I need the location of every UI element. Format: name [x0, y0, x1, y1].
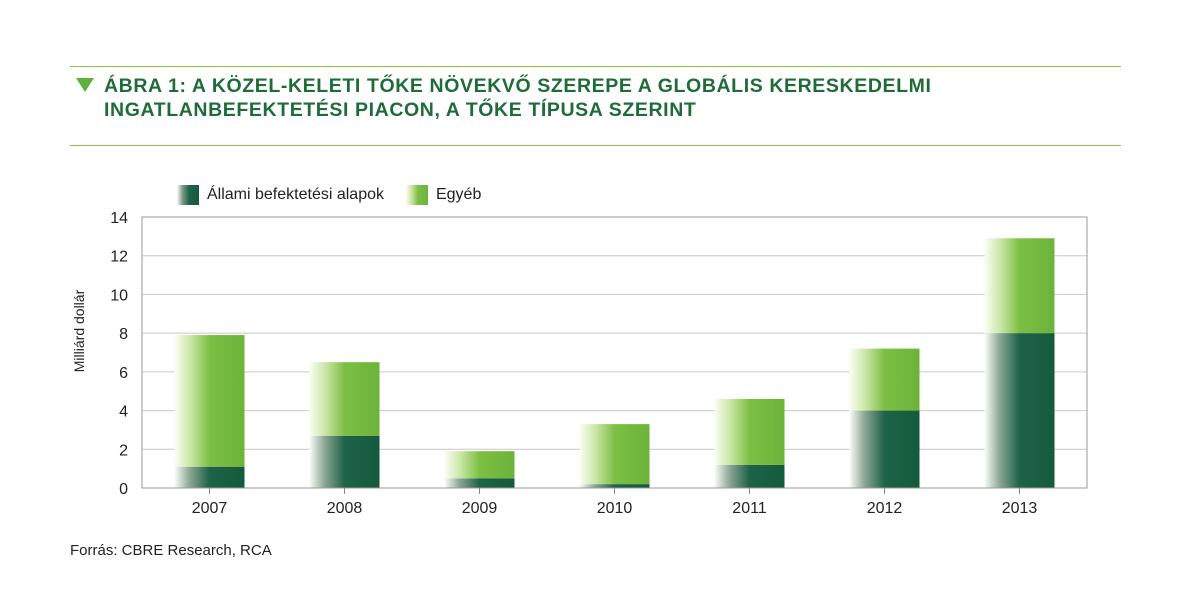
y-tick-label: 0 — [119, 481, 128, 498]
bar-state-funds — [444, 478, 515, 488]
bar-other — [984, 238, 1055, 334]
x-tick-label: 2012 — [867, 500, 903, 517]
y-tick-label: 8 — [119, 326, 128, 343]
bar-state-funds — [984, 333, 1055, 488]
y-tick-label: 12 — [110, 249, 128, 266]
legend-swatch-other — [405, 185, 428, 205]
y-tick-label: 14 — [110, 210, 128, 227]
source-note: Forrás: CBRE Research, RCA — [70, 542, 272, 559]
bar-other — [849, 348, 920, 411]
legend-label-state-funds: Állami befektetési alapok — [207, 186, 384, 203]
figure-title-line-2: INGATLANBEFEKTETÉSI PIACON, A TŐKE TÍPUS… — [104, 99, 697, 121]
legend-label-other: Egyéb — [435, 186, 482, 203]
x-tick-label: 2008 — [327, 500, 363, 517]
x-tick-label: 2011 — [732, 500, 767, 517]
x-tick-label: 2007 — [192, 500, 228, 517]
figure-title: ÁBRA 1: A KÖZEL-KELETI TŐKE NÖVEKVŐ SZER… — [104, 74, 1104, 122]
bar-other — [714, 398, 785, 465]
x-tick-label: 2010 — [597, 500, 633, 517]
triangle-down-icon — [76, 78, 94, 92]
y-tick-label: 4 — [119, 404, 128, 421]
x-tick-label: 2013 — [1002, 500, 1038, 517]
bar-other — [579, 424, 650, 485]
legend-swatch-state-funds — [177, 185, 199, 205]
legend-item-state-funds: Állami befektetési alapok — [177, 185, 384, 205]
y-tick-label: 6 — [119, 365, 128, 382]
y-tick-label: 2 — [119, 442, 128, 459]
bar-other — [444, 451, 515, 479]
bar-state-funds — [309, 435, 380, 488]
title-bottom-rule — [70, 145, 1121, 146]
y-tick-label: 10 — [110, 287, 128, 304]
bar-state-funds — [714, 464, 785, 488]
bar-state-funds — [579, 484, 650, 488]
figure-title-line-1: ÁBRA 1: A KÖZEL-KELETI TŐKE NÖVEKVŐ SZER… — [104, 75, 932, 97]
x-tick-label: 2009 — [462, 500, 498, 517]
bar-state-funds — [849, 410, 920, 488]
bar-state-funds — [174, 466, 245, 488]
bar-other — [309, 362, 380, 436]
legend-item-other: Egyéb — [405, 185, 482, 205]
title-top-rule — [70, 66, 1121, 67]
chart-legend: Állami befektetési alapok Egyéb — [177, 184, 503, 206]
bar-other — [174, 335, 245, 467]
